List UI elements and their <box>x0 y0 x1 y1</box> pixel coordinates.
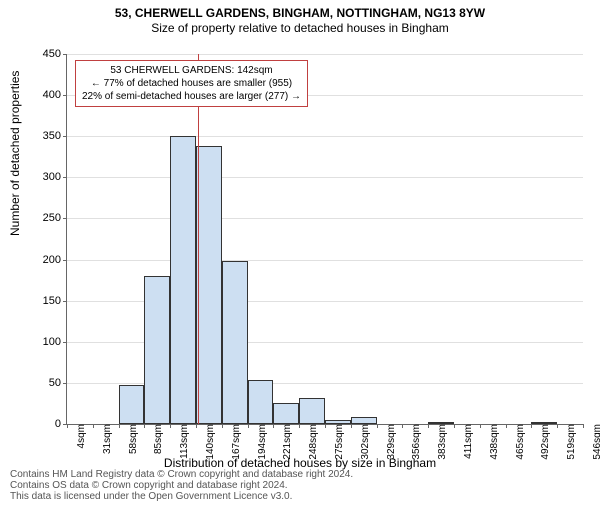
x-tick-label: 167sqm <box>225 424 242 460</box>
x-tick-label: 546sqm <box>586 424 600 460</box>
footer-attribution: Contains HM Land Registry data © Crown c… <box>10 469 353 502</box>
x-tick-mark <box>480 424 481 428</box>
x-tick-label: 4sqm <box>70 424 87 448</box>
footer-line: Contains OS data © Crown copyright and d… <box>10 480 353 491</box>
property-marker-line <box>198 54 199 424</box>
x-tick-mark <box>93 424 94 428</box>
y-axis-label: Number of detached properties <box>8 71 22 236</box>
gridline <box>67 177 583 178</box>
x-tick-mark <box>67 424 68 428</box>
x-tick-mark <box>583 424 584 428</box>
x-tick-label: 140sqm <box>199 424 216 460</box>
histogram-bar <box>144 276 170 424</box>
x-tick-mark <box>222 424 223 428</box>
x-tick-mark <box>170 424 171 428</box>
histogram-bar <box>273 403 299 424</box>
x-tick-label: 85sqm <box>147 424 164 454</box>
gridline <box>67 136 583 137</box>
x-tick-mark <box>325 424 326 428</box>
x-tick-label: 221sqm <box>276 424 293 460</box>
histogram-bar <box>299 398 325 424</box>
x-tick-label: 411sqm <box>457 424 474 459</box>
x-tick-label: 248sqm <box>302 424 319 460</box>
histogram-bar <box>170 136 196 424</box>
histogram-bar <box>119 385 145 424</box>
histogram-bar <box>428 422 454 424</box>
x-tick-label: 31sqm <box>96 424 113 454</box>
histogram-bar <box>531 422 557 424</box>
annotation-line: ← 77% of detached houses are smaller (95… <box>82 77 301 90</box>
x-tick-label: 465sqm <box>509 424 526 460</box>
annotation-box: 53 CHERWELL GARDENS: 142sqm← 77% of deta… <box>75 60 308 107</box>
x-tick-mark <box>428 424 429 428</box>
x-tick-label: 438sqm <box>483 424 500 460</box>
footer-line: This data is licensed under the Open Gov… <box>10 491 353 502</box>
x-tick-mark <box>119 424 120 428</box>
x-axis-label: Distribution of detached houses by size … <box>0 456 600 470</box>
title-main: 53, CHERWELL GARDENS, BINGHAM, NOTTINGHA… <box>0 6 600 20</box>
x-tick-mark <box>557 424 558 428</box>
x-tick-mark <box>506 424 507 428</box>
x-tick-mark <box>454 424 455 428</box>
gridline <box>67 54 583 55</box>
x-tick-label: 519sqm <box>560 424 577 460</box>
x-tick-label: 492sqm <box>534 424 551 460</box>
x-tick-mark <box>402 424 403 428</box>
x-tick-mark <box>196 424 197 428</box>
x-tick-mark <box>248 424 249 428</box>
x-tick-label: 356sqm <box>405 424 422 460</box>
x-tick-label: 302sqm <box>354 424 371 460</box>
x-tick-mark <box>377 424 378 428</box>
histogram-bar <box>351 417 377 424</box>
histogram-bar <box>196 146 222 424</box>
histogram-bar <box>325 420 351 424</box>
histogram-bar <box>248 380 274 424</box>
histogram-bar <box>222 261 248 424</box>
gridline <box>67 218 583 219</box>
x-tick-label: 194sqm <box>251 424 268 460</box>
annotation-line: 53 CHERWELL GARDENS: 142sqm <box>82 64 301 77</box>
x-tick-mark <box>144 424 145 428</box>
x-tick-mark <box>299 424 300 428</box>
x-tick-label: 113sqm <box>173 424 190 459</box>
gridline <box>67 260 583 261</box>
chart-plot-area: 0501001502002503003504004504sqm31sqm58sq… <box>66 54 583 425</box>
x-tick-mark <box>531 424 532 428</box>
x-tick-label: 58sqm <box>122 424 139 454</box>
x-tick-mark <box>351 424 352 428</box>
x-tick-label: 383sqm <box>431 424 448 460</box>
title-sub: Size of property relative to detached ho… <box>0 21 600 35</box>
footer-line: Contains HM Land Registry data © Crown c… <box>10 469 353 480</box>
x-tick-label: 329sqm <box>380 424 397 460</box>
x-tick-mark <box>273 424 274 428</box>
x-tick-label: 275sqm <box>328 424 345 460</box>
annotation-line: 22% of semi-detached houses are larger (… <box>82 90 301 103</box>
